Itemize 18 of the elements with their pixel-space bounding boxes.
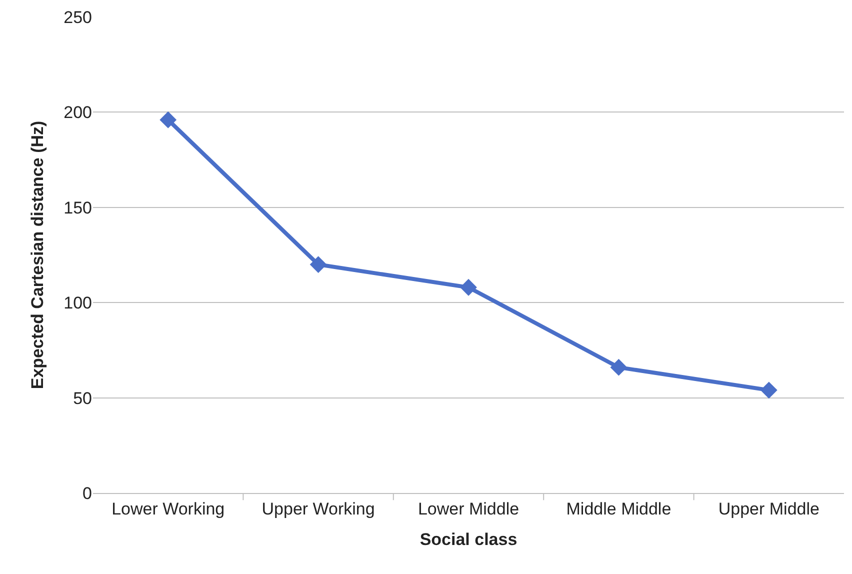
y-tick-label: 0: [82, 484, 92, 503]
point: [760, 382, 778, 399]
point: [610, 358, 628, 376]
y-axis-title: Expected Cartesian distance (Hz): [28, 120, 48, 390]
x-tick-label: Upper Working: [262, 499, 375, 518]
y-tick-label: 150: [64, 198, 92, 218]
y-tick-label: 200: [64, 103, 92, 122]
y-tick-label: 50: [73, 388, 92, 408]
point: [160, 111, 177, 128]
x-tick-label: Middle Middle: [566, 499, 672, 518]
point: [310, 256, 327, 273]
y-tick-label: 250: [64, 8, 92, 27]
x-tick-label: Lower Middle: [418, 499, 520, 518]
point: [460, 278, 477, 296]
x-tick-label: Lower Working: [112, 499, 225, 518]
x-axis-title: Social class: [420, 530, 518, 549]
y-tick-label: 100: [64, 294, 92, 313]
x-tick-label: Upper Middle: [718, 499, 820, 518]
